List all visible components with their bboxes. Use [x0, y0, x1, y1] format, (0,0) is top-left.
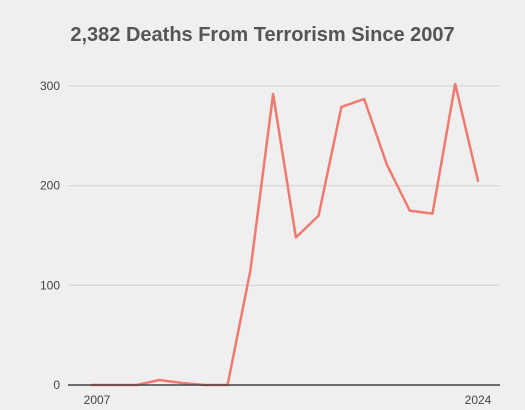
y-tick-label: 100 [40, 278, 60, 292]
y-tick-label: 200 [40, 179, 60, 193]
y-tick-label: 0 [53, 378, 60, 392]
x-tick-label: 2024 [465, 393, 492, 407]
chart-title: 2,382 Deaths From Terrorism Since 2007 [70, 24, 455, 46]
series-line [89, 82, 480, 387]
x-tick-label: 2007 [84, 393, 111, 407]
y-tick-label: 300 [40, 79, 60, 93]
